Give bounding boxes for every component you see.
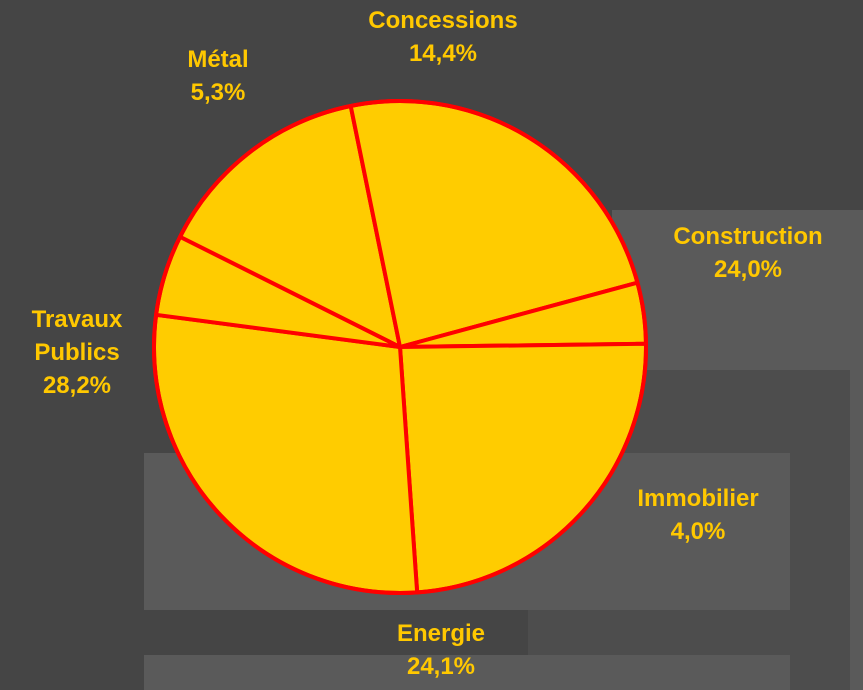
slice-name-text: Concessions — [368, 7, 518, 34]
pie-slice-energie — [398, 341, 648, 595]
slice-label-métal: Métal 5,3% — [187, 43, 248, 109]
slice-name-text: Construction — [673, 223, 823, 250]
slice-value-text: 24,0% — [713, 256, 783, 283]
slice-name-text: Immobilier — [637, 485, 759, 512]
slice-value-text: 4,0% — [670, 518, 726, 545]
background-panel — [144, 655, 790, 690]
slice-label-immobilier: Immobilier 4,0% — [637, 482, 758, 548]
slice-value-text: 28,2% — [42, 372, 112, 399]
slice-label-travaux-publics: Travaux Publics 28,2% — [32, 303, 123, 402]
slice-value-text: 24,1% — [406, 653, 476, 680]
pie-outline — [152, 99, 648, 595]
slice-name-text: Travaux — [31, 306, 123, 333]
slice-name-text: Publics — [34, 339, 120, 366]
slice-name-text: Métal — [187, 46, 249, 73]
slice-label-construction: Construction 24,0% — [673, 220, 822, 286]
slice-value-text: 5,3% — [190, 79, 246, 106]
slice-value-text: 14,4% — [408, 40, 478, 67]
slice-label-concessions: Concessions 14,4% — [368, 4, 517, 70]
pie-slice-travaux-publics — [152, 312, 420, 595]
slice-name-text: Energie — [396, 620, 486, 647]
slice-label-energie: Energie 24,1% — [397, 617, 485, 683]
